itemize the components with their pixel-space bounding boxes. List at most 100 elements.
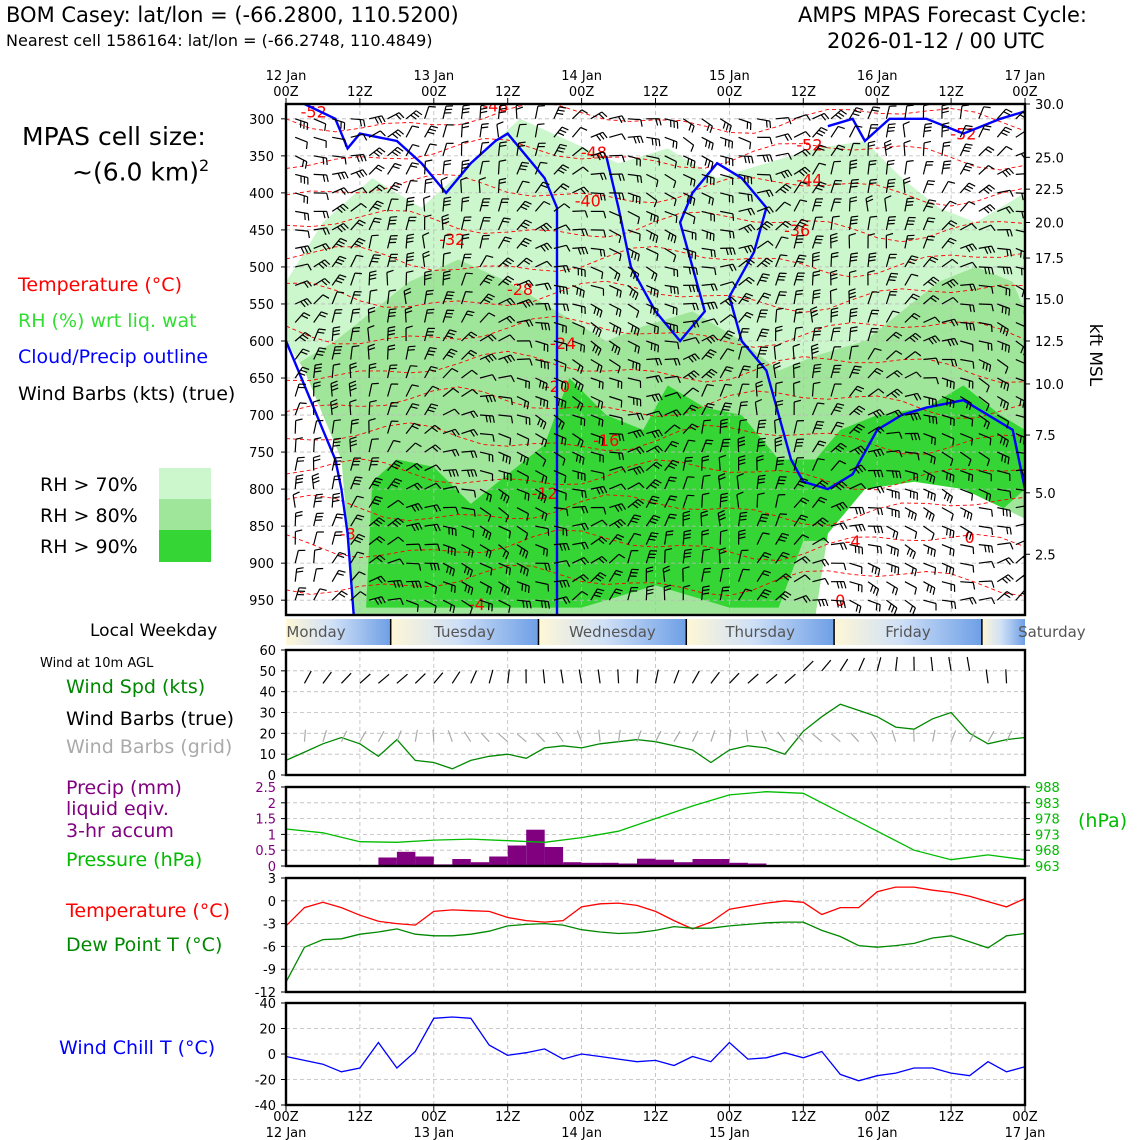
wind-barb [774,420,777,434]
wind-barb [535,507,548,515]
wind-barb-feather [876,526,880,534]
wind-barb-feather [529,319,534,327]
wind-barb-feather [969,513,973,521]
wind-barb-feather [583,186,590,193]
wind-barb-feather [947,240,955,245]
wind-barb [294,348,304,360]
wind-barb-feather [443,252,451,255]
wind-barb-feather [295,514,303,518]
wind-barb-feather [584,490,587,498]
wind-barb-feather [1005,207,1011,214]
wind-barb [516,358,530,361]
wind-barb-grid [673,730,681,742]
wind-barb-feather [898,450,903,458]
wind-barb-feather [880,486,885,493]
wind-barb-feather [565,245,571,252]
wind-barb-feather [888,123,896,126]
wind-barb-feather [562,303,566,312]
wind-barb-feather [792,343,800,348]
wind-barb-feather [363,154,367,162]
wind-barb [313,227,327,231]
wind-barb [775,236,783,249]
wind-barb [960,414,973,420]
wind-barb-feather [774,343,782,348]
wind-barb-true [784,673,796,684]
wind-barb-feather [651,395,656,402]
wind-barb-feather [766,154,770,162]
wind-barb-feather [640,135,644,144]
wind-barb [664,375,678,379]
wind-barb-feather [836,600,839,608]
wind-barb-feather [812,296,821,299]
wind-barb-feather [621,192,625,200]
wind-barb [923,525,935,534]
wind-barb-feather [758,478,766,481]
wind-barb [682,118,695,127]
wind-barb-feather [797,257,805,260]
legend-rh80-label: RH > 80% [40,505,138,527]
wind-barb-feather [481,126,489,129]
wind-barb-feather [869,252,877,255]
wind-barb-feather [487,274,495,279]
wind-barb-feather [332,333,340,336]
wind-barb-feather [719,454,727,459]
wind-barb-feather [914,351,922,357]
xs-ytick-right-label: 12.5 [1035,335,1064,350]
wind-barb-feather [332,492,341,496]
wind-barb-feather [991,597,996,605]
wind-barb-feather [941,107,950,110]
wind-barb-feather [510,354,516,362]
wind-barb-feather [810,306,818,311]
wind-barb-feather [601,272,604,280]
wind-barb-feather [878,426,885,432]
wind-barb [590,519,603,527]
wind-barb [461,369,473,379]
wind-barb-feather [935,417,938,425]
wind-barb-feather [867,233,876,236]
wind-barb-feather [524,237,532,242]
wind-barb-feather [602,131,608,139]
wind-barb-feather [819,519,826,525]
wind-barb [608,534,618,545]
xs-ytick-label: 450 [249,224,274,239]
wind-barb-feather [999,399,1003,407]
wind-barb-feather [603,172,607,180]
wind-barb-feather [520,165,528,168]
wind-barb-feather [481,123,489,125]
wind-barb-feather [670,495,678,498]
wind-barb [960,470,973,476]
legend-barbs-true: Wind Barbs (true) [66,708,235,730]
wind-barb [1015,358,1025,365]
xs-ytick-label: 300 [249,113,274,128]
wind-barb-feather [701,532,709,536]
wind-barb [516,395,529,403]
wind-barb-feather [351,422,359,425]
wind-barb-feather [492,394,497,402]
wind-barb-feather [434,605,437,614]
wind-barb [849,581,863,586]
wind-barb-feather [319,347,327,350]
wind-barb [424,543,438,546]
wind-barb-feather [850,259,858,262]
wind-barb-feather [540,184,548,189]
wind-barb-feather [932,476,936,484]
wind-barb [405,217,410,231]
wind-barb-feather [336,207,343,214]
wind-barb-feather [540,494,544,502]
wind-barb-feather [948,180,956,184]
wind-barb-feather [503,217,511,220]
wind-barb-feather [676,409,682,416]
wind-barb-feather [599,310,603,318]
wind-barb [627,303,640,312]
wind-barb-feather [714,301,718,309]
wind-barb [848,327,852,342]
wind-barb-feather [724,369,732,373]
bottom-axis-date: 13 Jan [413,1126,454,1140]
wind-barb-feather [782,223,789,228]
wind-barb-feather [837,445,845,450]
wind-barb-feather [546,400,549,408]
wind-barb-feather [528,586,530,594]
wind-barb-feather [814,363,822,366]
wind-barb-feather [636,175,639,183]
wind-barb-feather [796,289,804,292]
